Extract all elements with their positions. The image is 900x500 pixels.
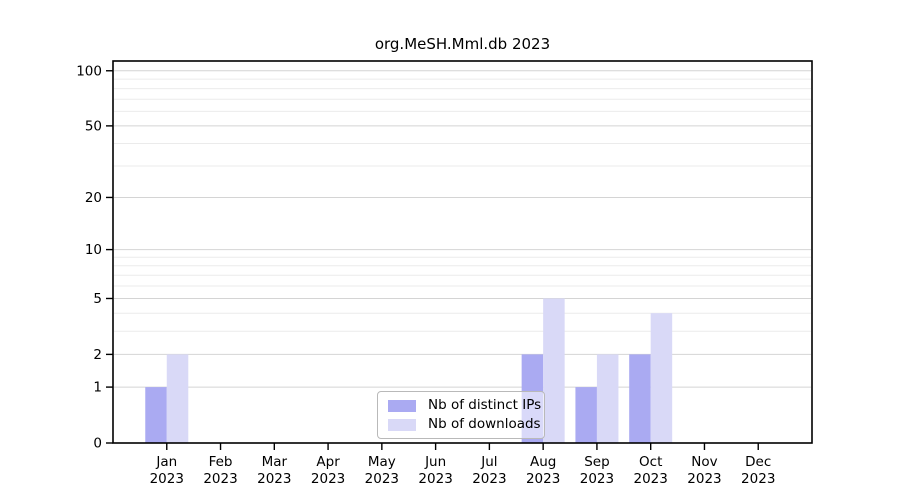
svg-text:2023: 2023 <box>634 471 668 487</box>
svg-text:2023: 2023 <box>203 471 237 487</box>
svg-text:100: 100 <box>76 63 102 79</box>
svg-text:2023: 2023 <box>526 471 560 487</box>
svg-text:10: 10 <box>85 242 102 258</box>
svg-text:0: 0 <box>93 436 102 452</box>
svg-text:2023: 2023 <box>150 471 184 487</box>
svg-text:Jan: Jan <box>155 454 177 470</box>
svg-text:2023: 2023 <box>472 471 506 487</box>
svg-text:2023: 2023 <box>257 471 291 487</box>
chart-title: org.MeSH.Mml.db 2023 <box>374 35 551 53</box>
legend-label-distinct-ips: Nb of distinct IPs <box>428 396 542 413</box>
legend-label-downloads: Nb of downloads <box>428 415 541 432</box>
svg-text:1: 1 <box>93 380 102 396</box>
svg-text:2: 2 <box>93 347 102 363</box>
svg-text:2023: 2023 <box>687 471 721 487</box>
svg-text:May: May <box>368 454 396 470</box>
svg-text:2023: 2023 <box>365 471 399 487</box>
svg-text:Jun: Jun <box>424 454 446 470</box>
legend-swatch-downloads <box>388 418 416 431</box>
svg-text:Aug: Aug <box>530 454 556 470</box>
legend-swatch-distinct-ips <box>388 399 416 412</box>
svg-text:2023: 2023 <box>418 471 452 487</box>
svg-text:5: 5 <box>93 291 102 307</box>
svg-text:50: 50 <box>85 118 102 134</box>
legend-item-downloads: Nb of downloads <box>388 416 541 433</box>
svg-text:Sep: Sep <box>584 454 609 470</box>
legend-item-distinct-ips: Nb of distinct IPs <box>388 397 541 414</box>
svg-text:Apr: Apr <box>316 454 340 470</box>
svg-text:Jul: Jul <box>480 454 497 470</box>
svg-text:20: 20 <box>85 190 102 206</box>
svg-text:Oct: Oct <box>639 454 662 470</box>
legend: Nb of distinct IPs Nb of downloads <box>377 391 545 439</box>
svg-text:Nov: Nov <box>691 454 717 470</box>
svg-text:2023: 2023 <box>741 471 775 487</box>
svg-text:Dec: Dec <box>745 454 771 470</box>
svg-text:2023: 2023 <box>311 471 345 487</box>
svg-text:Mar: Mar <box>262 454 288 470</box>
svg-text:Feb: Feb <box>209 454 233 470</box>
svg-text:2023: 2023 <box>580 471 614 487</box>
